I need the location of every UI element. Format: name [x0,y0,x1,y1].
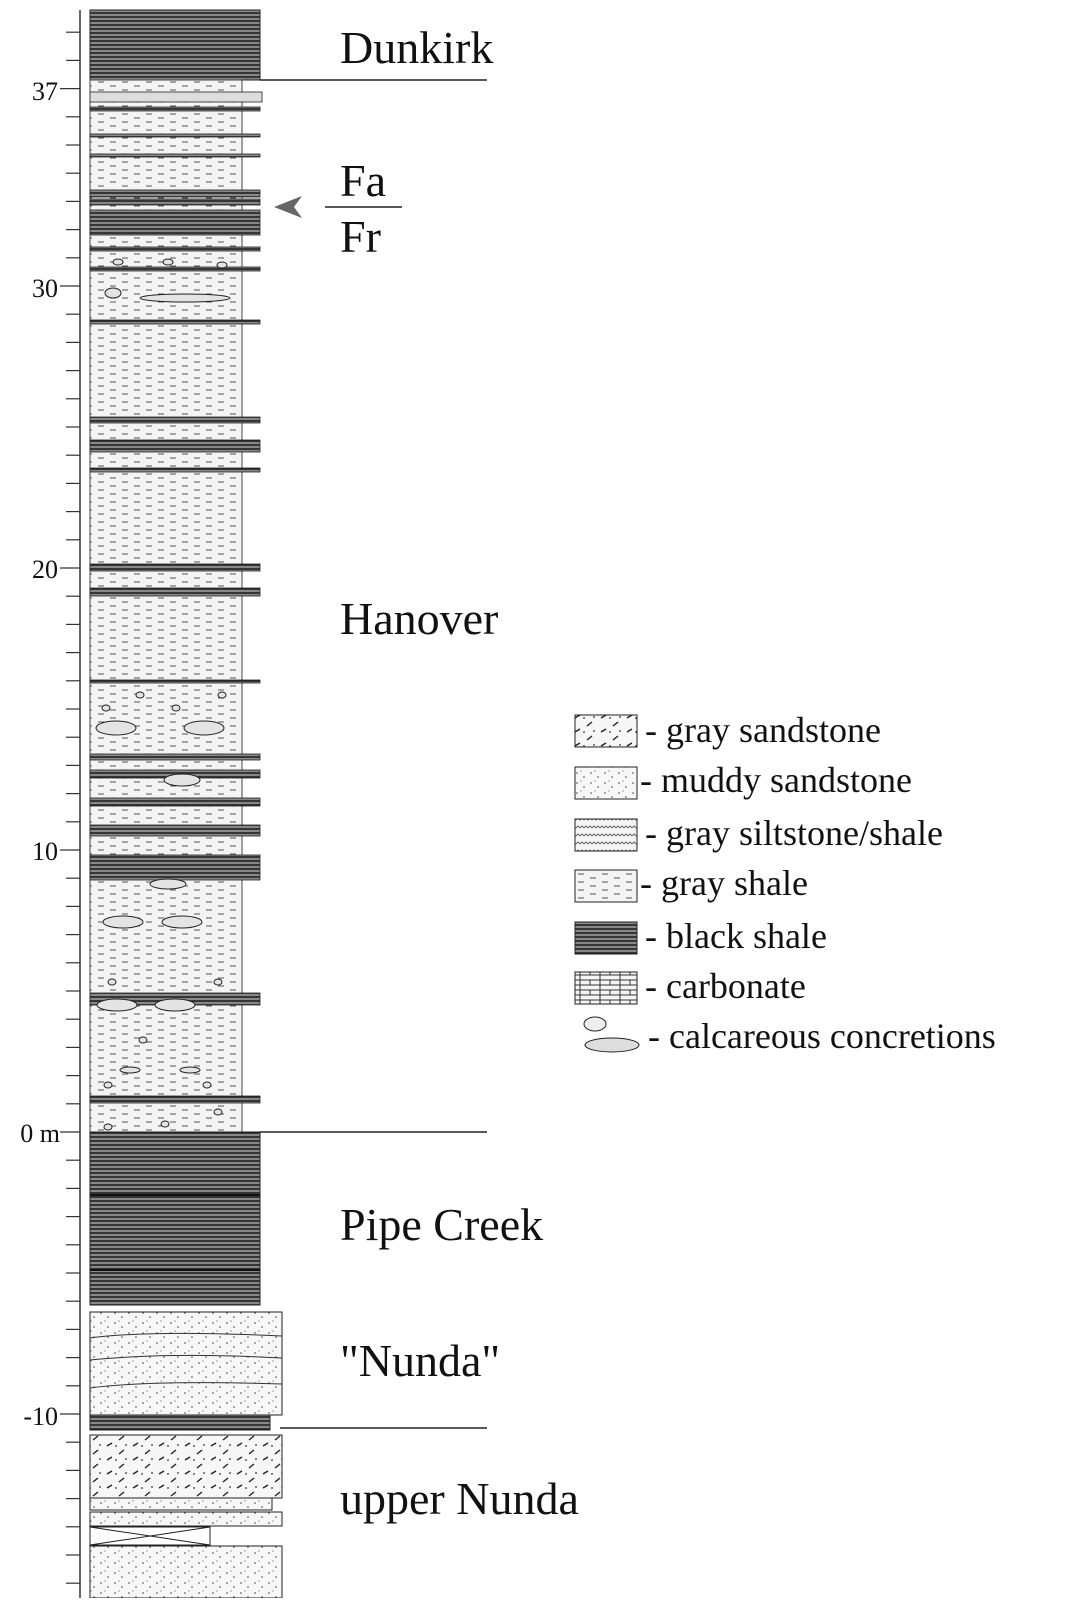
black-shale-band [89,91,263,103]
formation-label: Hanover [340,593,498,644]
legend-swatch [574,971,638,1005]
legend-swatch [574,818,638,852]
legend-label: - black shale [645,916,827,956]
scale-label: -10 [23,1402,58,1431]
concretion [107,978,117,986]
legend-swatch [583,1016,607,1032]
legend-swatch [584,1037,640,1053]
legend-label: - carbonate [645,966,806,1006]
bed-line [89,1332,283,1389]
black-shale-band [89,854,261,881]
legend-label: - calcareous concretions [648,1016,996,1056]
concretion [103,1081,113,1089]
muddy-sandstone [89,1497,273,1511]
concretion [163,773,201,787]
scale-label: 20 [32,555,58,584]
black-shale-band [89,563,261,572]
formation-label: Pipe Creek [340,1199,543,1250]
concretion [102,915,144,929]
black-shale-band [89,106,261,112]
concretion [95,720,137,736]
concretion [179,1066,201,1074]
muddy-sandstone [89,1311,283,1416]
black-shale [89,9,261,81]
concretion [217,691,227,699]
legend-label: - gray siltstone/shale [645,813,943,853]
scale-label: 0 m [20,1119,60,1148]
formation-label: Dunkirk [340,22,493,73]
scale-label: 10 [32,837,58,866]
covered-cross [89,1526,211,1546]
black-shale-band [89,133,261,138]
black-shale-band [89,753,261,761]
black-shale-band [89,797,261,807]
concretion [104,287,122,299]
black-shale [89,1131,261,1306]
black-shale-band [89,153,261,158]
concretion [160,1120,170,1128]
black-shale-bands [89,91,263,1104]
boundary-label: Fa [340,155,386,206]
arrow [274,196,302,218]
black-shale-band [89,319,261,325]
legend: - gray sandstone - muddy sandstone - gra… [574,710,996,1056]
concretion [96,998,138,1012]
gray-sandstone [89,1434,283,1499]
black-shale-band [89,1095,261,1104]
concretion [213,978,223,986]
legend-label: - gray sandstone [645,710,881,750]
concretion [213,1108,223,1116]
legend-label: - muddy sandstone [640,760,912,800]
black-shale-band [89,587,261,597]
legend-swatch [574,714,638,748]
legend-swatch [574,869,638,903]
muddy-sandstone [89,1511,283,1527]
muddy-sandstone [89,1545,283,1599]
black-shale-band [89,209,261,236]
legend-swatch [574,766,638,800]
concretion [139,293,231,303]
concretion [202,1081,212,1089]
scale-label: 37 [32,77,58,106]
concretion [138,1036,148,1044]
concretion [103,1123,113,1131]
column [89,9,283,1599]
black-shale-band [89,824,261,837]
concretion [149,878,187,890]
scale-ticks [60,31,80,1584]
formation-label: "Nunda" [340,1335,500,1386]
formation-label: upper Nunda [340,1473,579,1524]
concretion [154,998,196,1012]
concretion [171,704,181,712]
concretion [119,1066,141,1074]
black-shale-band [89,679,261,684]
scale-label: 30 [32,274,58,303]
black-shale-band [89,246,261,252]
concretions [95,258,231,1131]
black-shale-band [89,439,261,453]
concretion [183,720,225,736]
concretion [101,704,111,712]
concretion [135,691,145,699]
concretion [216,261,228,269]
boundary-label: Fr [340,211,381,262]
black-shale-band [89,266,261,272]
legend-label: - gray shale [640,863,808,903]
concretion [162,258,174,266]
black-shale-band [89,467,261,473]
legend-swatch [574,921,638,955]
bed [89,1414,271,1431]
concretion [112,258,124,266]
concretion [161,915,203,929]
black-shale-band [89,189,261,198]
black-shale-band [89,198,261,206]
black-shale-band [89,416,261,424]
gray-shale [89,79,243,1133]
